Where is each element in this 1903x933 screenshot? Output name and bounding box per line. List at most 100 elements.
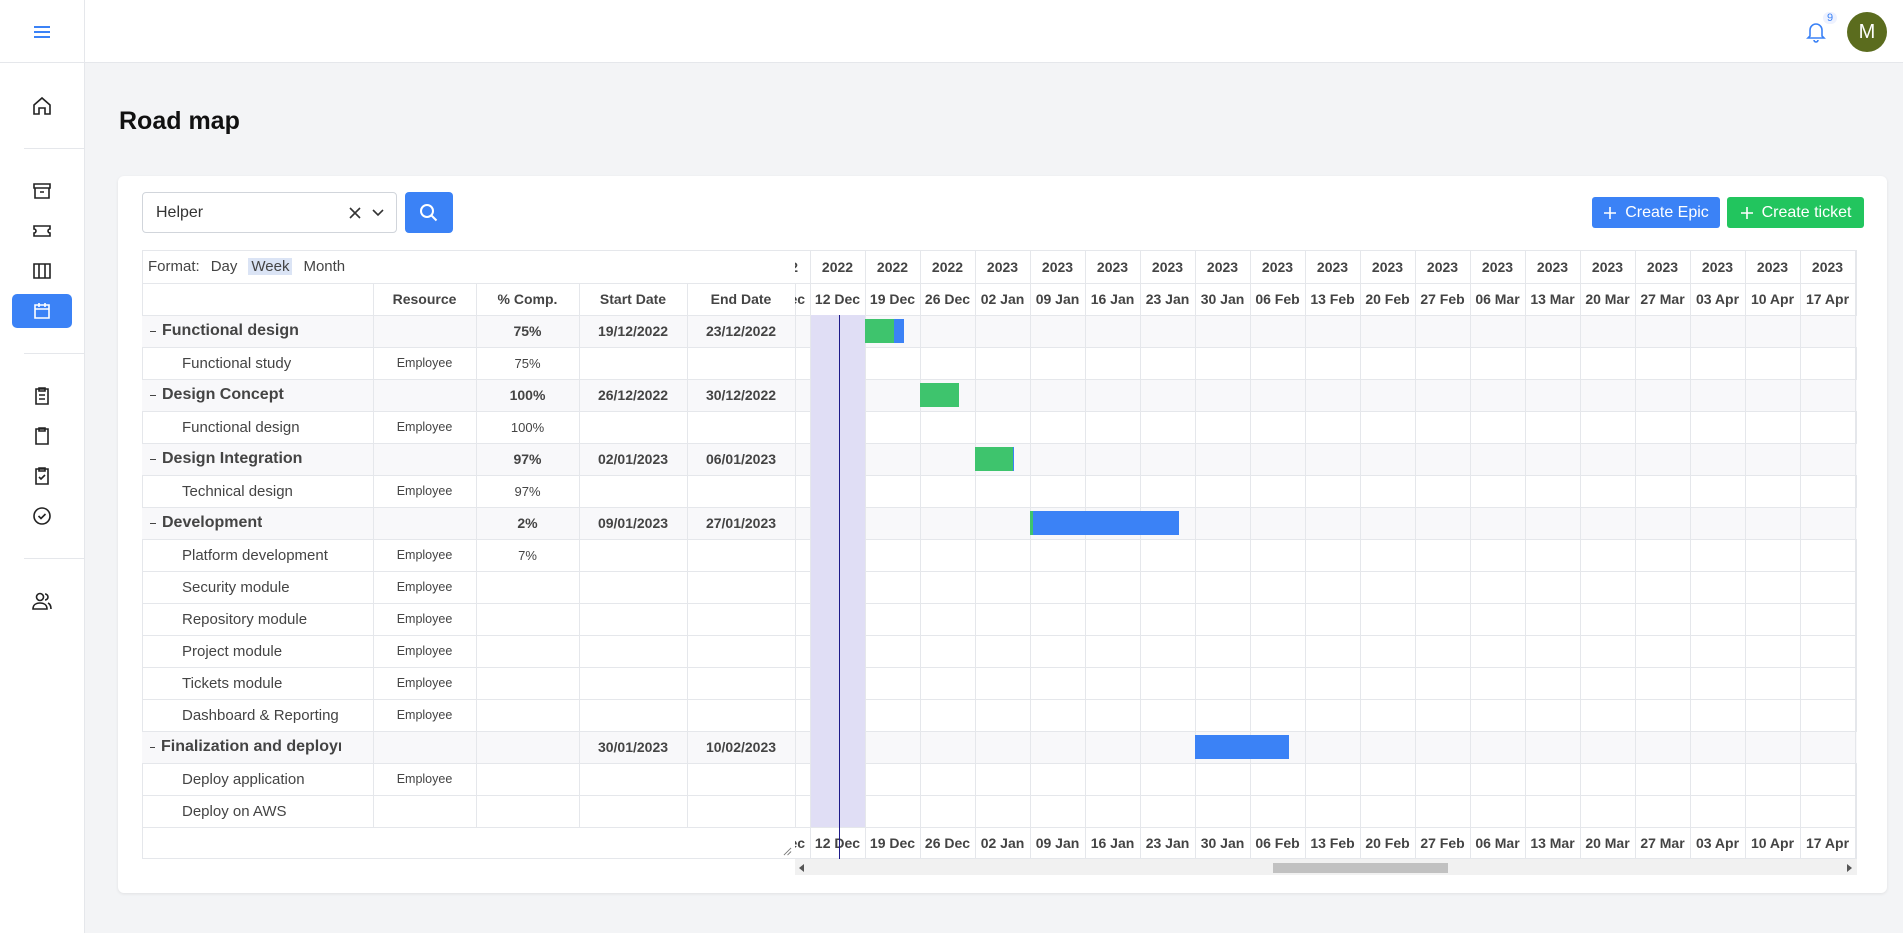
week-line	[975, 250, 976, 859]
collapse-toggle[interactable]	[150, 394, 156, 396]
week-label: 10 Apr	[1750, 291, 1795, 307]
week-label: 13 Feb	[1310, 291, 1355, 307]
row-line	[142, 475, 1857, 476]
gantt-border	[142, 250, 1857, 859]
year-label: 2022	[795, 250, 810, 283]
week-label-bottom: 05 Dec	[795, 835, 806, 851]
row-line	[142, 763, 1857, 764]
cell-complete: 97%	[513, 451, 542, 467]
week-label-bottom: 20 Mar	[1585, 835, 1630, 851]
create-ticket-button[interactable]: Create ticket	[1727, 197, 1864, 228]
week-label-bottom: 30 Jan	[1200, 835, 1245, 851]
week-line	[1635, 250, 1636, 859]
epic-name: Design Integration	[150, 443, 341, 475]
year-label: 2023	[1591, 258, 1624, 275]
task-name: Deploy application	[182, 763, 373, 795]
task-bar[interactable]	[975, 447, 1015, 471]
row-line	[142, 507, 1857, 508]
task-bar[interactable]	[865, 319, 905, 343]
epic-name: Design Concept	[150, 379, 341, 411]
nav-archive[interactable]	[30, 179, 54, 203]
week-line	[1415, 250, 1416, 859]
week-line	[1030, 250, 1031, 859]
notification-bell[interactable]	[1806, 21, 1826, 43]
row-name: Functional study	[182, 354, 292, 372]
nav-home[interactable]	[30, 94, 54, 118]
week-label: 30 Jan	[1200, 291, 1245, 307]
week-line	[1800, 250, 1801, 859]
clear-icon[interactable]	[348, 206, 362, 220]
nav-board[interactable]	[30, 259, 54, 283]
resize-handle[interactable]	[783, 847, 792, 856]
format-option[interactable]: Month	[303, 258, 346, 275]
year-label: 2023	[1811, 258, 1844, 275]
year-label: 2023	[1426, 258, 1459, 275]
nav-users[interactable]	[30, 589, 54, 613]
week-line	[1745, 250, 1746, 859]
nav-list[interactable]	[30, 384, 54, 408]
progress-bar	[975, 447, 1014, 471]
nav-clipboard[interactable]	[30, 424, 54, 448]
epic-row-bg	[142, 507, 1857, 539]
horizontal-scrollbar[interactable]	[795, 859, 1857, 875]
cell-complete: 7%	[518, 547, 537, 563]
collapse-toggle[interactable]	[150, 330, 156, 332]
task-name: Repository module	[182, 603, 373, 635]
week-label: 12 Dec	[814, 291, 861, 307]
week-line	[1580, 250, 1581, 859]
timeline: 2022 05 Dec 05 Dec 2022 12 Dec 12 Dec 2022 19 D…	[795, 250, 1857, 859]
week-label-bottom: 24 Apr	[1855, 827, 1857, 859]
nav-tickets[interactable]	[30, 219, 54, 243]
year-label: 2023	[986, 258, 1019, 275]
week-label: 02 Jan	[980, 291, 1025, 307]
search-button[interactable]	[405, 192, 453, 233]
week-label-bottom: 13 Feb	[1310, 835, 1355, 851]
week-line	[865, 250, 866, 859]
format-row: Format: Day Week Month	[148, 250, 348, 283]
nav-done[interactable]	[30, 504, 54, 528]
collapse-toggle[interactable]	[150, 746, 156, 748]
cell-resource: Employee	[396, 708, 453, 722]
year-label: 2023	[1316, 258, 1349, 275]
create-epic-button[interactable]: Create Epic	[1592, 197, 1720, 228]
week-label: 19 Dec	[869, 291, 916, 307]
menu-button[interactable]	[30, 20, 54, 44]
task-bar[interactable]	[1030, 511, 1180, 535]
year-label: 2023	[1855, 250, 1857, 283]
collapse-toggle[interactable]	[150, 458, 156, 460]
project-select[interactable]: Helper	[142, 192, 397, 233]
row-line	[142, 411, 1857, 412]
divider	[24, 353, 84, 354]
week-line	[1305, 250, 1306, 859]
week-line	[1525, 250, 1526, 859]
cell-complete: 75%	[513, 323, 542, 339]
row-line	[142, 699, 1857, 700]
row-line	[142, 635, 1857, 636]
cell-complete: 100%	[509, 387, 546, 403]
row-line	[142, 443, 1857, 444]
nav-roadmap-active[interactable]	[12, 294, 72, 328]
row-line	[142, 347, 1857, 348]
format-option[interactable]: Day	[210, 258, 238, 275]
divider	[24, 148, 84, 149]
week-label-bottom: 02 Jan	[980, 835, 1025, 851]
plus-icon	[1604, 206, 1617, 219]
row-name: Design Concept	[162, 386, 284, 403]
week-label-bottom: 10 Apr	[1750, 835, 1795, 851]
nav-check-list[interactable]	[30, 464, 54, 488]
scrollbar-thumb[interactable]	[1273, 863, 1448, 873]
scroll-right[interactable]	[1847, 864, 1852, 872]
task-name: Tickets module	[182, 667, 373, 699]
task-bar[interactable]	[1195, 735, 1290, 759]
week-line	[1140, 250, 1141, 859]
row-name: Project module	[182, 642, 283, 660]
row-line	[142, 731, 1857, 732]
scroll-left[interactable]	[799, 864, 804, 872]
task-bar[interactable]	[920, 383, 960, 407]
collapse-toggle[interactable]	[150, 522, 156, 524]
current-week-shade	[810, 315, 865, 827]
avatar[interactable]: M	[1847, 12, 1887, 52]
chevron-icon[interactable]	[371, 207, 385, 219]
format-option[interactable]: Week	[248, 258, 293, 275]
week-label-bottom: 12 Dec	[814, 835, 861, 851]
